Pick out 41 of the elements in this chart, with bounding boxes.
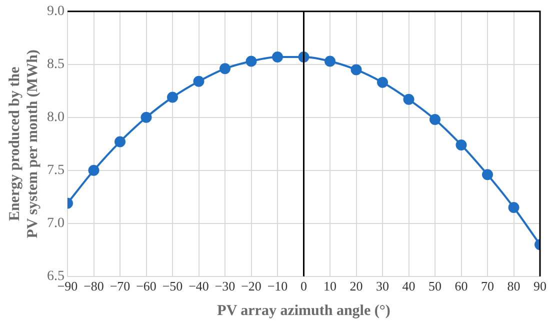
point bbox=[324, 56, 336, 67]
point bbox=[246, 56, 257, 67]
point bbox=[403, 94, 414, 105]
point bbox=[377, 76, 388, 88]
x-tick-label: −40 bbox=[188, 278, 209, 294]
x-tick-label: −70 bbox=[110, 278, 130, 294]
point bbox=[350, 64, 362, 76]
point bbox=[508, 202, 520, 213]
x-tick-label: 10 bbox=[324, 278, 336, 294]
x-axis-title: PV array azimuth angle (°) bbox=[217, 302, 390, 319]
x-tick-label: −50 bbox=[162, 278, 183, 294]
x-tick-label: 20 bbox=[350, 278, 363, 294]
point bbox=[114, 136, 126, 148]
x-tick-label: 50 bbox=[428, 278, 442, 294]
y-tick-label: 7.5 bbox=[47, 163, 64, 178]
point bbox=[193, 76, 204, 87]
y-tick-label: 8.5 bbox=[47, 57, 64, 72]
x-tick-label: 80 bbox=[507, 278, 520, 294]
point bbox=[430, 114, 440, 126]
x-tick-label: 60 bbox=[454, 278, 468, 294]
x-tick-label: −80 bbox=[84, 278, 104, 294]
x-tick-label: −10 bbox=[267, 278, 288, 294]
point bbox=[88, 164, 100, 176]
y-tick-label: 9.0 bbox=[47, 4, 64, 20]
y-tick-label: 7.0 bbox=[47, 216, 64, 232]
x-tick-label: −20 bbox=[241, 278, 262, 294]
x-tick-label: −60 bbox=[136, 278, 156, 294]
x-tick-label: 40 bbox=[402, 278, 416, 294]
point bbox=[220, 63, 230, 74]
point bbox=[456, 139, 467, 150]
y-axis-title: Energy produced by the PV system per month (MWh) bbox=[6, 50, 41, 238]
point bbox=[272, 51, 283, 62]
x-tick-label: 0 bbox=[300, 278, 307, 294]
point bbox=[140, 112, 152, 123]
y-tick-label: 8.0 bbox=[47, 110, 64, 126]
point bbox=[482, 169, 493, 180]
x-tick-label: 30 bbox=[376, 278, 389, 294]
x-tick-label: −30 bbox=[214, 278, 236, 294]
x-tick-label: 70 bbox=[481, 278, 494, 294]
point bbox=[167, 92, 178, 103]
x-tick-label: 90 bbox=[534, 278, 546, 294]
